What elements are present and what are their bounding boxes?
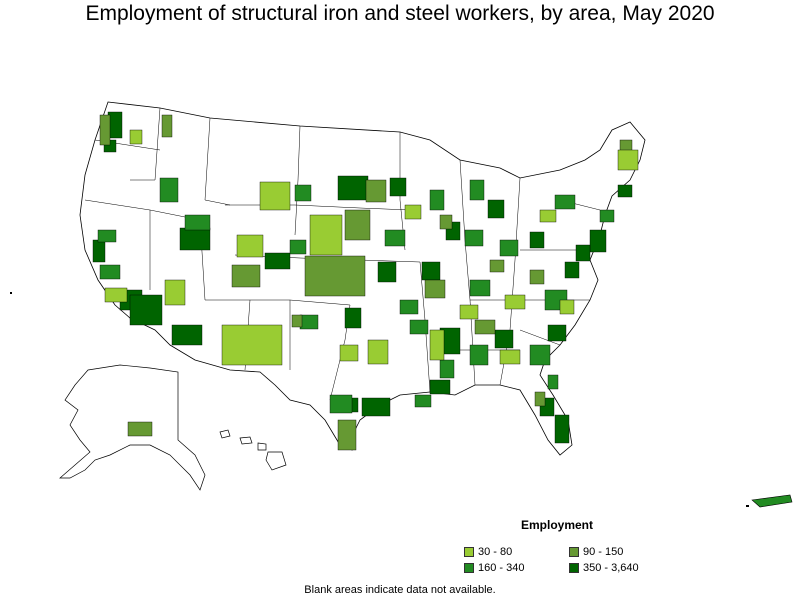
area-nebraska (309, 214, 343, 256)
area-atlanta (494, 329, 514, 349)
map-title: Employment of structural iron and steel … (85, 2, 715, 25)
area-kansas (304, 255, 366, 297)
area-kansas-city (377, 261, 397, 283)
area-missouri (399, 299, 419, 315)
area-mississippi (439, 359, 455, 379)
area-wisconsin (429, 189, 445, 211)
small-island-marks (10, 292, 749, 507)
area-baltimore (564, 261, 580, 279)
area-wv (529, 269, 545, 285)
area-nm-2 (299, 314, 319, 330)
area-south-dakota (344, 209, 371, 241)
area-houston (361, 397, 391, 417)
area-texas-2 (367, 339, 389, 365)
area-nyc (589, 229, 607, 253)
area-arkansas-2 (459, 304, 479, 320)
area-denver (264, 252, 291, 270)
area-nm-3 (291, 314, 303, 328)
area-louisiana (429, 329, 445, 361)
area-utah-2 (184, 214, 211, 231)
legend-swatch-3 (464, 563, 474, 573)
area-california-south (104, 287, 128, 303)
area-north-dakota-2 (365, 179, 387, 203)
area-oklahoma-2 (339, 344, 359, 362)
area-arkansas (409, 319, 429, 335)
area-virginia-2 (559, 299, 575, 315)
area-upstate-ny-2 (539, 209, 557, 223)
area-sf (92, 239, 106, 263)
area-st-louis (421, 261, 441, 281)
area-reno (97, 229, 117, 243)
legend-swatch-1 (464, 547, 474, 557)
area-fl-2 (547, 374, 559, 390)
area-texas (329, 394, 353, 414)
legend-label-3: 160 - 340 (478, 562, 525, 574)
legend-item-1: 30 - 80 (464, 546, 512, 558)
area-iowa (384, 229, 406, 247)
area-oklahoma (344, 307, 362, 329)
legend-swatch-4 (569, 563, 579, 573)
area-colorado (289, 239, 307, 255)
alaska-anchorage (127, 421, 153, 437)
area-montana (259, 181, 291, 211)
area-new-orleans (429, 379, 451, 395)
area-georgia (499, 349, 521, 365)
legend-swatch-2 (569, 547, 579, 557)
hawaii-islands (219, 429, 287, 471)
area-regions (92, 111, 639, 451)
footnote: Blank areas indicate data not available. (304, 584, 496, 596)
area-s-carolina (529, 344, 551, 366)
area-new-mexico (221, 324, 283, 366)
area-illinois (439, 214, 453, 230)
area-wyoming-2 (236, 234, 264, 258)
area-alabama (469, 344, 489, 366)
area-ca-central (99, 264, 121, 280)
area-ohio-2 (489, 259, 505, 273)
area-texas-south (337, 419, 357, 451)
area-washington-east (99, 114, 111, 146)
area-upstate-ny (554, 194, 576, 210)
area-tennessee-2 (474, 319, 496, 335)
area-fl-3 (534, 391, 546, 407)
area-missouri-2 (424, 279, 446, 299)
area-idaho (159, 177, 179, 203)
area-pittsburgh (529, 231, 545, 249)
area-detroit (487, 199, 505, 219)
legend-item-3: 160 - 340 (464, 562, 524, 574)
area-salt-lake (179, 227, 211, 251)
area-connecticut (599, 209, 615, 223)
area-north-carolina (547, 324, 567, 342)
area-wyoming (294, 184, 312, 202)
area-wisconsin-2 (404, 204, 422, 220)
area-philadelphia (575, 244, 591, 262)
area-michigan (469, 179, 485, 201)
legend-title: Employment (521, 518, 594, 532)
area-boston (617, 184, 633, 198)
legend-label-4: 350 - 3,640 (583, 562, 639, 574)
area-la-2 (414, 394, 432, 408)
legend-label-1: 30 - 80 (478, 546, 513, 558)
area-washington-2 (129, 129, 143, 145)
area-indiana (464, 229, 484, 247)
area-north-dakota (337, 175, 369, 201)
area-kentucky-2 (504, 294, 526, 310)
area-ohio (499, 239, 519, 257)
area-maine (617, 149, 639, 171)
area-spokane (161, 114, 173, 138)
area-phoenix (129, 294, 163, 326)
area-minneapolis (389, 177, 407, 197)
puerto-rico (751, 494, 793, 508)
area-florida (554, 414, 570, 444)
area-colorado-2 (231, 264, 261, 288)
legend-item-2: 90 - 150 (569, 546, 623, 558)
area-tucson (171, 324, 203, 346)
area-arizona-north (164, 279, 186, 306)
area-kentucky (469, 279, 491, 297)
legend-label-2: 90 - 150 (583, 546, 624, 558)
legend-item-4: 350 - 3,640 (569, 562, 639, 574)
